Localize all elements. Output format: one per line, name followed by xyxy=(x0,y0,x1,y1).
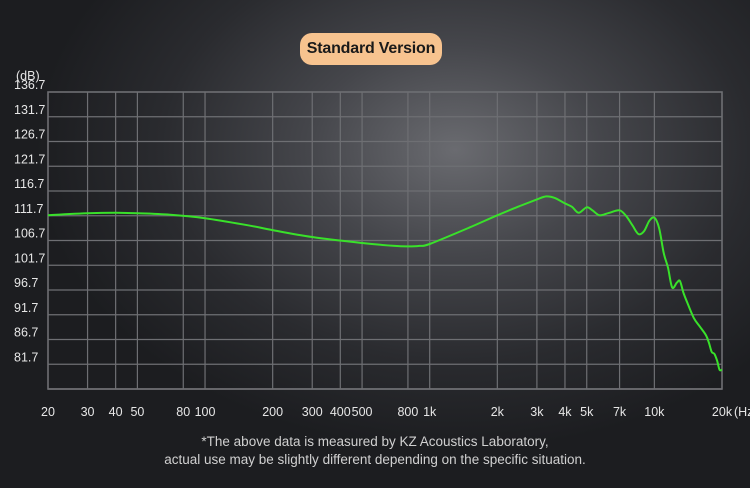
y-tick-label: 116.7 xyxy=(14,177,44,191)
y-tick-label: 121.7 xyxy=(14,152,45,166)
x-tick-label: 50 xyxy=(130,405,144,419)
y-tick-label: 101.7 xyxy=(14,251,45,265)
x-tick-label: 2k xyxy=(491,405,505,419)
y-unit-label: (dB) xyxy=(16,69,40,83)
x-tick-label: 30 xyxy=(81,405,95,419)
y-tick-label: 81.7 xyxy=(14,350,38,364)
x-tick-label: 800 xyxy=(397,405,418,419)
x-tick-label: 7k xyxy=(613,405,627,419)
version-badge: Standard Version xyxy=(300,33,442,65)
x-tick-label: 20k xyxy=(712,405,733,419)
footnote-line-2: actual use may be slightly different dep… xyxy=(164,452,586,467)
x-tick-label: 20 xyxy=(41,405,55,419)
x-tick-label: 80 xyxy=(176,405,190,419)
y-tick-label: 131.7 xyxy=(14,103,45,117)
version-badge-label: Standard Version xyxy=(306,40,436,57)
y-tick-label: 86.7 xyxy=(14,326,38,340)
footnote-line-1: *The above data is measured by KZ Acoust… xyxy=(201,434,549,449)
x-tick-label: 200 xyxy=(262,405,283,419)
x-tick-label: 5k xyxy=(580,405,594,419)
y-tick-label: 136.7 xyxy=(14,78,45,92)
x-tick-label: 100 xyxy=(195,405,216,419)
x-tick-label: 40 xyxy=(109,405,123,419)
x-tick-label: 500 xyxy=(352,405,373,419)
x-tick-label: 4k xyxy=(558,405,572,419)
y-tick-label: 106.7 xyxy=(14,227,45,241)
x-tick-label: 10k xyxy=(644,405,665,419)
x-tick-label: 400 xyxy=(330,405,351,419)
y-tick-label: 111.7 xyxy=(14,202,43,216)
y-tick-label: 91.7 xyxy=(14,301,38,315)
x-tick-label: 3k xyxy=(530,405,544,419)
y-tick-label: 126.7 xyxy=(14,128,45,142)
x-tick-label: 1k xyxy=(423,405,437,419)
x-unit-label: (Hz) xyxy=(734,405,750,419)
x-tick-label: 300 xyxy=(302,405,323,419)
frequency-response-curve xyxy=(47,195,723,372)
y-tick-label: 96.7 xyxy=(14,276,38,290)
